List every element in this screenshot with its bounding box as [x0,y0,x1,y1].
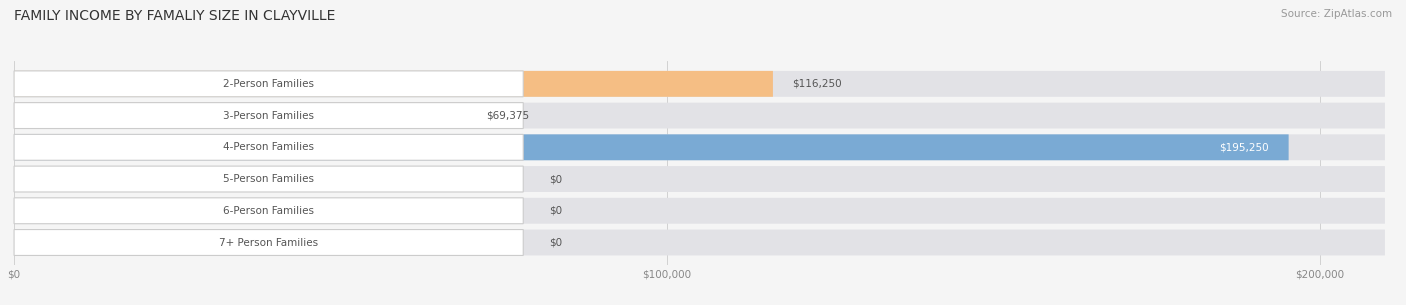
FancyBboxPatch shape [14,71,773,97]
Text: $0: $0 [550,174,562,184]
FancyBboxPatch shape [14,166,1385,192]
FancyBboxPatch shape [14,135,523,160]
FancyBboxPatch shape [14,102,523,128]
FancyBboxPatch shape [14,71,1385,97]
Text: 6-Person Families: 6-Person Families [224,206,314,216]
FancyBboxPatch shape [14,230,1385,256]
Text: Source: ZipAtlas.com: Source: ZipAtlas.com [1281,9,1392,19]
FancyBboxPatch shape [14,230,523,256]
FancyBboxPatch shape [14,71,523,97]
Text: 5-Person Families: 5-Person Families [224,174,314,184]
FancyBboxPatch shape [14,166,523,192]
FancyBboxPatch shape [14,135,1385,160]
Text: 4-Person Families: 4-Person Families [224,142,314,152]
FancyBboxPatch shape [14,135,1289,160]
Text: $195,250: $195,250 [1219,142,1270,152]
FancyBboxPatch shape [14,102,467,128]
FancyBboxPatch shape [14,198,523,224]
Text: FAMILY INCOME BY FAMALIY SIZE IN CLAYVILLE: FAMILY INCOME BY FAMALIY SIZE IN CLAYVIL… [14,9,336,23]
Text: $116,250: $116,250 [793,79,842,89]
Text: 3-Person Families: 3-Person Families [224,111,314,120]
FancyBboxPatch shape [14,102,1385,128]
Text: 7+ Person Families: 7+ Person Families [219,238,318,247]
FancyBboxPatch shape [14,198,1385,224]
Text: 2-Person Families: 2-Person Families [224,79,314,89]
Text: $0: $0 [550,206,562,216]
Text: $69,375: $69,375 [486,111,530,120]
Text: $0: $0 [550,238,562,247]
